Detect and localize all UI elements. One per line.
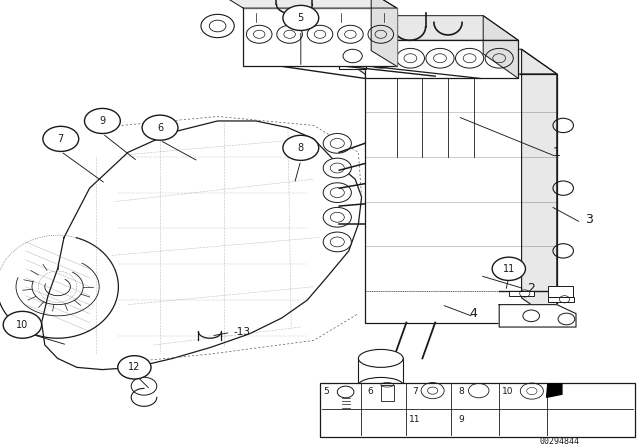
Polygon shape (522, 49, 557, 323)
Polygon shape (365, 74, 557, 323)
Text: 6: 6 (367, 388, 372, 396)
FancyBboxPatch shape (358, 358, 403, 385)
FancyBboxPatch shape (381, 385, 394, 401)
Text: 4: 4 (470, 307, 477, 320)
Circle shape (142, 115, 178, 140)
Text: 7: 7 (58, 134, 64, 144)
Ellipse shape (358, 349, 403, 367)
FancyBboxPatch shape (548, 297, 574, 302)
Polygon shape (330, 49, 557, 74)
Polygon shape (499, 305, 576, 327)
Circle shape (3, 311, 42, 338)
Polygon shape (483, 16, 518, 78)
Polygon shape (365, 40, 518, 78)
Text: 10: 10 (502, 388, 514, 396)
Text: 11: 11 (502, 264, 515, 274)
Text: 8: 8 (298, 143, 304, 153)
Text: 7: 7 (412, 388, 417, 396)
Polygon shape (42, 121, 362, 370)
Text: 12: 12 (128, 362, 141, 372)
Circle shape (283, 135, 319, 160)
Circle shape (84, 108, 120, 134)
Text: 11: 11 (409, 415, 420, 424)
Circle shape (323, 134, 351, 153)
Text: 3: 3 (585, 213, 593, 226)
Circle shape (283, 5, 319, 30)
FancyBboxPatch shape (243, 8, 397, 66)
Text: 8: 8 (458, 388, 463, 396)
Polygon shape (371, 0, 397, 66)
Polygon shape (218, 0, 397, 8)
Polygon shape (330, 16, 518, 40)
Text: 9: 9 (99, 116, 106, 126)
Text: 5: 5 (324, 388, 329, 396)
Circle shape (323, 183, 351, 202)
Text: -13: -13 (234, 327, 250, 337)
Polygon shape (547, 384, 562, 397)
FancyBboxPatch shape (548, 286, 573, 297)
Text: 00294844: 00294844 (540, 437, 580, 446)
Text: 5: 5 (298, 13, 304, 23)
Circle shape (323, 232, 351, 252)
Circle shape (323, 158, 351, 178)
Circle shape (201, 14, 234, 38)
Text: 9: 9 (458, 415, 463, 424)
Text: 6: 6 (157, 123, 163, 133)
Text: 2: 2 (527, 282, 535, 296)
Circle shape (43, 126, 79, 151)
FancyBboxPatch shape (509, 291, 534, 296)
Text: 10: 10 (16, 320, 29, 330)
Text: 1: 1 (553, 146, 561, 159)
Ellipse shape (358, 377, 403, 393)
Circle shape (118, 356, 151, 379)
Circle shape (131, 377, 157, 395)
Circle shape (492, 257, 525, 280)
Circle shape (323, 207, 351, 227)
Polygon shape (339, 43, 366, 69)
FancyBboxPatch shape (320, 383, 635, 437)
